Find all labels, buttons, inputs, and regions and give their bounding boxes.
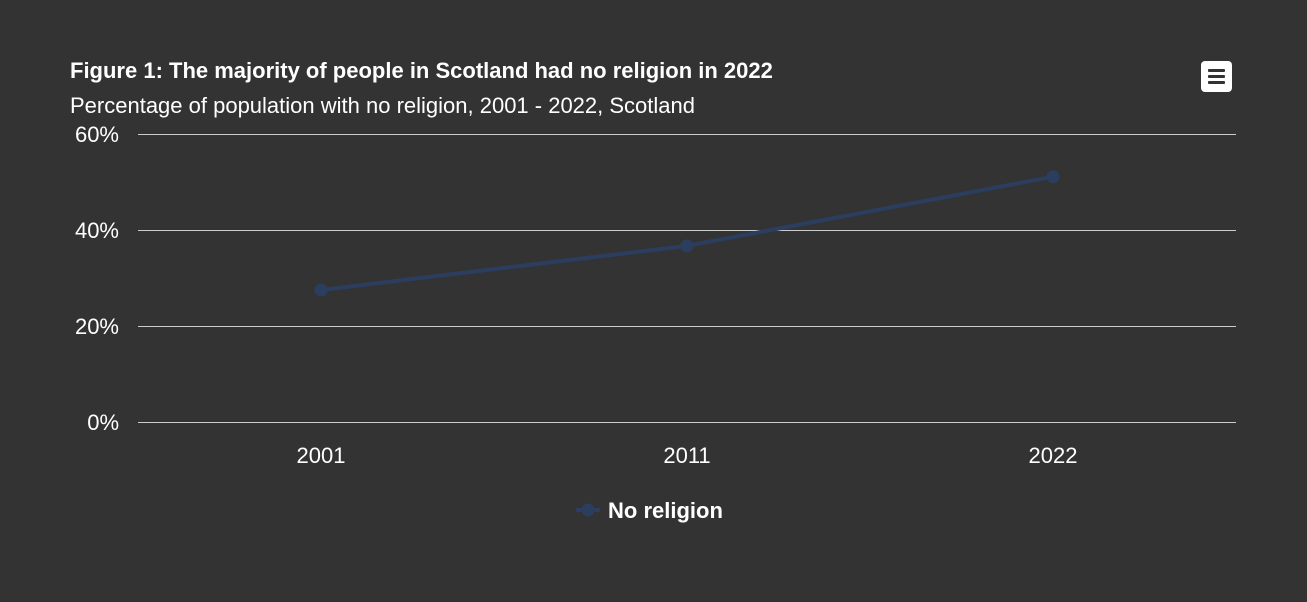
x-tick-label: 2011 — [663, 443, 710, 468]
data-point-2001[interactable] — [315, 284, 328, 297]
series-no-religion — [315, 170, 1060, 296]
gridlines — [138, 135, 1236, 423]
legend-item-no-religion[interactable]: No religion — [608, 498, 723, 523]
y-axis-ticks: 0% 20% 40% 60% — [75, 122, 119, 435]
y-tick-label: 0% — [87, 410, 119, 435]
line-chart: 0% 20% 40% 60% 2001 2011 2022 No religion — [0, 0, 1307, 602]
legend: No religion — [576, 498, 723, 523]
chart-container: Figure 1: The majority of people in Scot… — [0, 0, 1307, 602]
x-tick-label: 2022 — [1029, 443, 1078, 468]
x-axis-ticks: 2001 2011 2022 — [297, 443, 1078, 468]
y-tick-label: 60% — [75, 122, 119, 147]
data-point-2022[interactable] — [1047, 170, 1060, 183]
y-tick-label: 40% — [75, 218, 119, 243]
legend-marker-symbol — [582, 504, 595, 517]
x-tick-label: 2001 — [297, 443, 346, 468]
series-line[interactable] — [321, 177, 1053, 290]
y-tick-label: 20% — [75, 314, 119, 339]
data-point-2011[interactable] — [681, 239, 694, 252]
